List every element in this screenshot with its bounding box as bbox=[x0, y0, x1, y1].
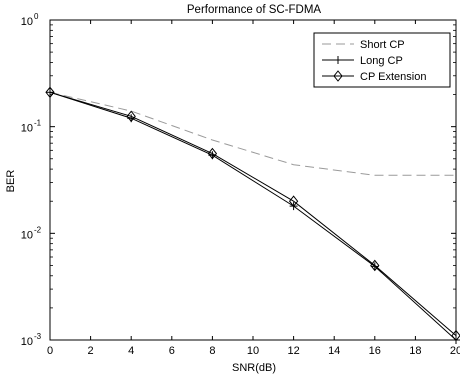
y-tick-label: 10 bbox=[21, 16, 33, 28]
x-tick-label: 16 bbox=[369, 345, 381, 357]
x-tick-label: 2 bbox=[88, 345, 94, 357]
data-point-cp-extension bbox=[370, 259, 380, 272]
y-tick-exponent: -1 bbox=[34, 119, 42, 128]
x-tick-label: 10 bbox=[247, 345, 259, 357]
data-point-cp-extension bbox=[45, 86, 55, 99]
data-point-cp-extension bbox=[207, 147, 218, 160]
data-point-cp-extension bbox=[288, 195, 299, 208]
legend-label-short-cp: Short CP bbox=[360, 39, 405, 51]
y-tick-base: 10 bbox=[21, 16, 33, 28]
legend-label-cp-extension: CP Extension bbox=[360, 71, 426, 83]
x-axis-label: SNR(dB) bbox=[232, 362, 276, 374]
legend-label-long-cp: Long CP bbox=[360, 55, 403, 67]
x-tick-label: 12 bbox=[287, 345, 299, 357]
legend: Short CP Long CP CP Extension bbox=[313, 32, 451, 88]
y-tick-base: 10 bbox=[21, 336, 33, 348]
x-tick-label: 14 bbox=[328, 345, 340, 357]
chart-title: Performance of SC-FDMA bbox=[187, 4, 322, 16]
x-tick-label: 20 bbox=[450, 345, 460, 357]
data-point-cp-extension bbox=[126, 110, 136, 123]
y-tick-exponent: 0 bbox=[34, 12, 39, 21]
data-point-cp-extension bbox=[451, 329, 460, 342]
y-tick-base: 10 bbox=[21, 123, 33, 135]
y-tick-label: 10 bbox=[21, 123, 33, 135]
series-line-short-cp bbox=[49, 91, 456, 176]
y-tick-label: 10 bbox=[21, 229, 33, 241]
y-tick-exponent: -3 bbox=[34, 332, 42, 341]
x-tick-label: 6 bbox=[169, 345, 175, 357]
x-tick-label: 18 bbox=[409, 345, 421, 357]
x-tick-label: 8 bbox=[209, 345, 215, 357]
y-axis-label: BER bbox=[5, 170, 17, 193]
y-tick-base: 10 bbox=[21, 229, 33, 241]
x-tick-label: 0 bbox=[47, 345, 53, 357]
legend-marker-cp-extension bbox=[333, 70, 343, 82]
series-line-long-cp bbox=[49, 91, 457, 341]
y-tick-label: 10 bbox=[21, 336, 33, 348]
series-line-cp-extension bbox=[49, 91, 457, 336]
y-tick-exponent: -2 bbox=[34, 225, 42, 234]
x-tick-label: 4 bbox=[128, 345, 134, 357]
legend-marker-long-cp bbox=[334, 56, 342, 64]
series-group bbox=[45, 86, 460, 344]
